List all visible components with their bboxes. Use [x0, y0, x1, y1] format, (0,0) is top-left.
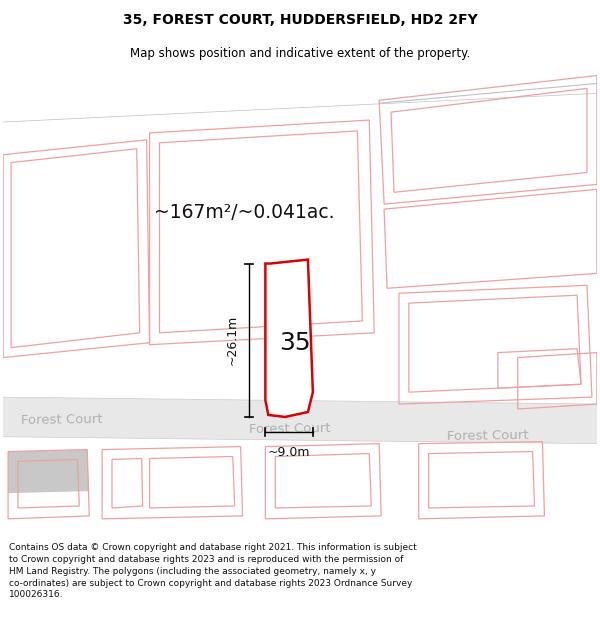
Text: Forest Court: Forest Court [248, 422, 331, 436]
Polygon shape [265, 259, 313, 417]
Text: Contains OS data © Crown copyright and database right 2021. This information is : Contains OS data © Crown copyright and d… [9, 543, 417, 599]
Text: Forest Court: Forest Court [446, 429, 528, 442]
Text: Map shows position and indicative extent of the property.: Map shows position and indicative extent… [130, 48, 470, 60]
Text: 35: 35 [279, 331, 311, 355]
Text: 35, FOREST COURT, HUDDERSFIELD, HD2 2FY: 35, FOREST COURT, HUDDERSFIELD, HD2 2FY [122, 13, 478, 27]
Text: ~167m²/~0.041ac.: ~167m²/~0.041ac. [154, 202, 334, 222]
Text: ~26.1m: ~26.1m [226, 315, 239, 366]
Polygon shape [3, 397, 597, 444]
Text: Forest Court: Forest Court [21, 413, 103, 427]
Polygon shape [8, 449, 89, 493]
Text: ~9.0m: ~9.0m [268, 446, 310, 459]
